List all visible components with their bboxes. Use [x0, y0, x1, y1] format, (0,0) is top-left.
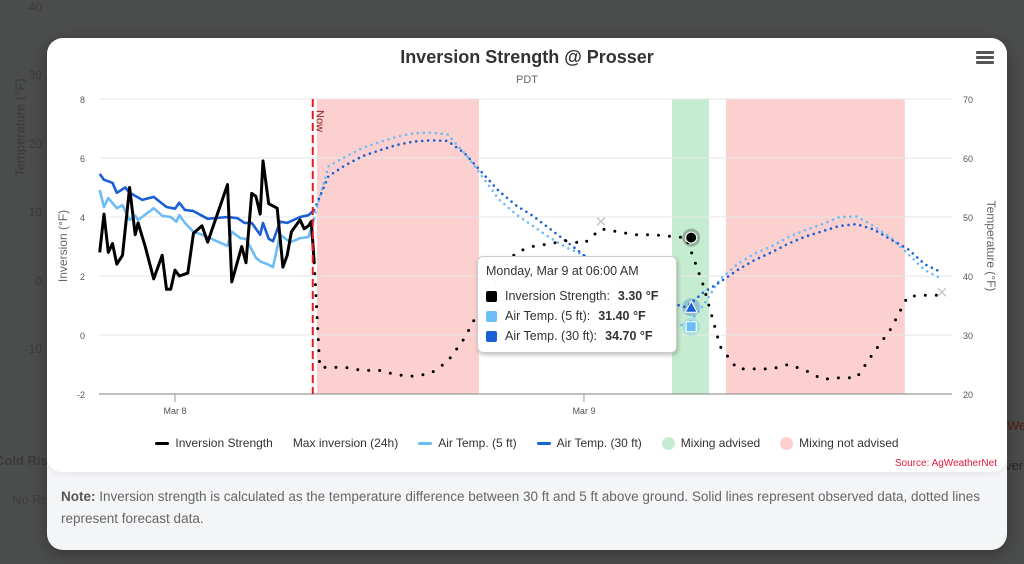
air-temp-5ft-square-marker-icon [685, 321, 697, 333]
background-y-tick: 40 [28, 0, 42, 14]
tooltip-value: 31.40 °F [598, 309, 646, 323]
hamburger-icon[interactable] [976, 51, 994, 65]
note-body: Inversion strength is calculated as the … [61, 489, 981, 526]
legend-item-air-temp-5-ft[interactable]: Air Temp. (5 ft) [418, 436, 517, 450]
background-y-tick: 10 [28, 205, 42, 219]
background-status-label: No Ris [12, 492, 52, 507]
background-y-tick: 0 [35, 274, 42, 288]
tooltip-value: 3.30 °F [617, 289, 659, 303]
background-y-tick: 30 [28, 68, 42, 82]
right-axis-tick-label: 20 [963, 390, 973, 400]
legend-label: Air Temp. (5 ft) [438, 436, 517, 450]
legend-symbol-icon [418, 441, 433, 445]
max-inversion-marker-icon [937, 287, 947, 297]
right-axis-tick-label: 60 [963, 154, 973, 164]
legend-label: Air Temp. (30 ft) [556, 436, 642, 450]
right-axis-tick-label: 40 [963, 272, 973, 282]
air-temp-5ft-swatch-icon [486, 310, 497, 322]
mixing-not-advised-band [725, 99, 905, 394]
legend-label: Mixing not advised [799, 436, 899, 450]
legend-symbol-icon [661, 436, 675, 450]
legend-item-mixing-not-advised[interactable]: Mixing not advised [780, 436, 899, 450]
source-link[interactable]: Source: AgWeatherNet [894, 458, 997, 469]
background-y-axis-title: Temperature (°F) [12, 78, 28, 177]
legend-item-air-temp-30-ft[interactable]: Air Temp. (30 ft) [536, 436, 642, 450]
chart-plot: 8 70 6 60 4 50 2 40 0 30 -2 20 Mar 8 Mar 9 Inversion (… [56, 95, 998, 416]
tooltip-row: Air Temp. (5 ft): 31.40 °F [486, 306, 668, 326]
chart-subtitle: PDT [516, 74, 538, 86]
note-label: Note: [61, 489, 96, 504]
legend-label: Mixing advised [680, 436, 761, 450]
background-right-label: ver [1005, 458, 1024, 473]
left-axis-tick-label: 8 [80, 95, 85, 105]
inversion-hover-marker [685, 231, 698, 244]
right-axis-title: Temperature (°F) [984, 201, 998, 292]
chart-title: Inversion Strength @ Prosser [400, 47, 654, 67]
mixing-advised-band [672, 99, 709, 394]
background-right-label: Wea [1007, 418, 1024, 433]
x-axis-tick-label: Mar 8 [163, 406, 186, 416]
tooltip-value: 34.70 °F [605, 329, 653, 343]
right-axis-tick-label: 30 [963, 331, 973, 341]
right-axis-tick-label: 50 [963, 213, 973, 223]
legend-symbol-icon [780, 436, 794, 450]
air-temp-30ft-triangle-marker-icon [684, 300, 699, 313]
inversion-strength-forecast-line [312, 227, 944, 381]
left-axis-title: Inversion (°F) [56, 210, 70, 282]
left-axis-tick-label: -2 [77, 390, 85, 400]
legend-label: Inversion Strength [175, 436, 273, 450]
legend-symbol-icon [536, 441, 551, 445]
chart-tooltip: Monday, Mar 9 at 06:00 AM Inversion Stre… [477, 256, 677, 353]
legend-item-mixing-advised[interactable]: Mixing advised [661, 436, 761, 450]
background-section-label: Cold Ris [0, 453, 48, 468]
legend-symbol-icon [155, 441, 170, 445]
note-text: Note: Inversion strength is calculated a… [61, 486, 991, 530]
now-label: Now [314, 110, 326, 132]
background-y-tick: 20 [28, 137, 42, 151]
inversion-modal: Inversion Strength @ Prosser PDT Inversi… [47, 38, 1007, 550]
max-inversion-marker-icon [596, 216, 606, 226]
tooltip-row: Inversion Strength: 3.30 °F [486, 286, 668, 306]
background-y-tick: -10 [24, 342, 42, 356]
inversion-swatch-icon [486, 290, 497, 302]
inversion-strength-observed-line [98, 159, 316, 291]
left-axis-tick-label: 6 [80, 154, 85, 164]
legend-label: Max inversion (24h) [292, 436, 399, 450]
left-axis-tick-label: 0 [80, 331, 85, 341]
chart-legend: Inversion Strength Max inversion (24h) Air… [47, 436, 1007, 450]
legend-item-max-inversion-24h[interactable]: Max inversion (24h) [293, 436, 398, 450]
left-axis-tick-label: 4 [80, 213, 85, 223]
right-axis-tick-label: 70 [963, 95, 973, 105]
legend-item-inversion-strength[interactable]: Inversion Strength [155, 436, 273, 450]
air-temp-30ft-swatch-icon [486, 330, 497, 342]
tooltip-label: Air Temp. (30 ft): [505, 329, 598, 343]
air-temp-30-ft-forecast-line [312, 138, 944, 309]
left-axis-tick-label: 2 [80, 272, 85, 282]
mixing-not-advised-band [317, 99, 479, 394]
tooltip-label: Air Temp. (5 ft): [505, 309, 591, 323]
tooltip-row: Air Temp. (30 ft): 34.70 °F [486, 326, 668, 346]
tooltip-label: Inversion Strength: [505, 289, 610, 303]
x-axis-tick-label: Mar 9 [572, 406, 595, 416]
tooltip-header: Monday, Mar 9 at 06:00 AM [486, 264, 639, 278]
